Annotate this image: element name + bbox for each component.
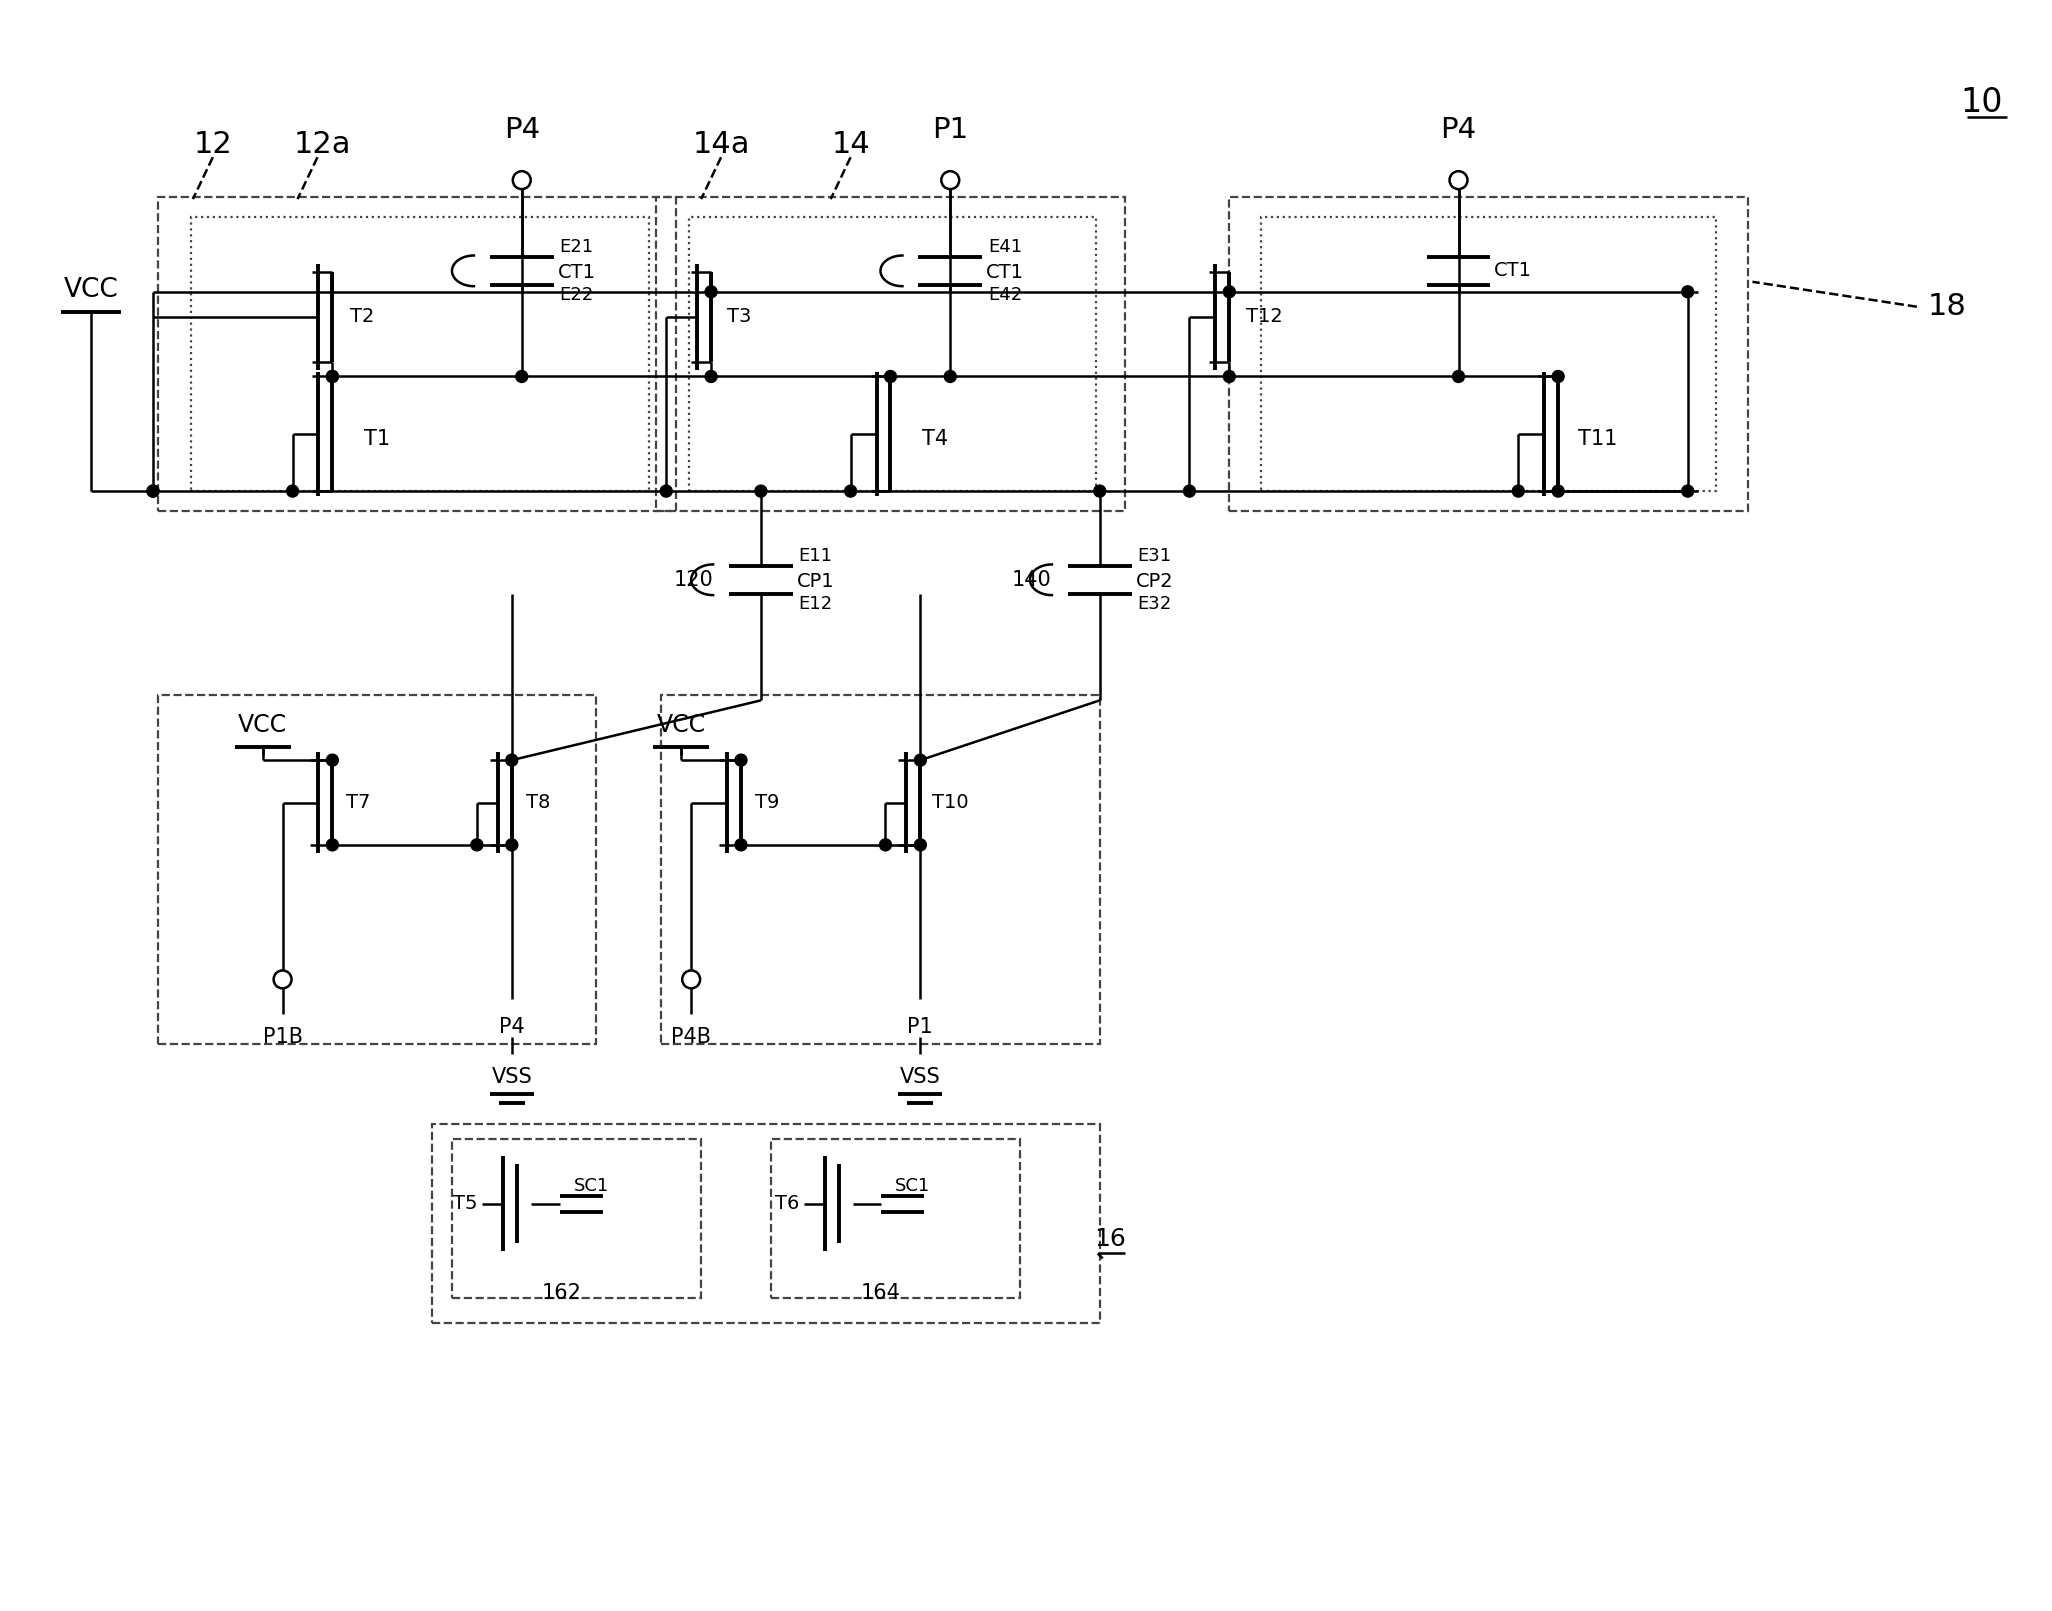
Circle shape <box>1223 371 1235 382</box>
Circle shape <box>845 485 856 498</box>
Circle shape <box>470 839 482 851</box>
Text: 14a: 14a <box>692 130 749 159</box>
Circle shape <box>1223 285 1235 298</box>
Bar <box>433 1124 1100 1323</box>
Circle shape <box>755 485 767 498</box>
Text: T4: T4 <box>921 429 948 449</box>
Text: CT1: CT1 <box>558 263 595 282</box>
Text: P1B: P1B <box>263 1028 302 1047</box>
Text: T6: T6 <box>776 1194 798 1213</box>
Circle shape <box>915 754 925 767</box>
Text: P4: P4 <box>499 1017 525 1037</box>
Circle shape <box>326 754 339 767</box>
Bar <box>1229 197 1748 511</box>
Circle shape <box>944 371 956 382</box>
Bar <box>191 217 648 491</box>
Circle shape <box>1449 171 1467 188</box>
Circle shape <box>735 839 747 851</box>
Text: T1: T1 <box>363 429 390 449</box>
Text: E42: E42 <box>987 285 1022 304</box>
Circle shape <box>287 485 298 498</box>
Circle shape <box>681 970 700 989</box>
Text: 12a: 12a <box>293 130 351 159</box>
Text: P1: P1 <box>907 1017 934 1037</box>
Text: E41: E41 <box>987 238 1022 256</box>
Bar <box>661 696 1100 1044</box>
Circle shape <box>706 285 716 298</box>
Circle shape <box>148 485 158 498</box>
Text: P4B: P4B <box>671 1028 712 1047</box>
Text: 120: 120 <box>673 570 712 590</box>
Text: VCC: VCC <box>64 277 119 303</box>
Text: T9: T9 <box>755 793 780 812</box>
Text: E31: E31 <box>1137 546 1172 565</box>
Bar <box>1262 217 1715 491</box>
Text: 12: 12 <box>193 130 232 159</box>
Bar <box>158 696 597 1044</box>
Text: E22: E22 <box>560 285 593 304</box>
Text: VCC: VCC <box>657 714 706 738</box>
Text: T10: T10 <box>932 793 969 812</box>
Text: 162: 162 <box>542 1284 581 1303</box>
Text: E21: E21 <box>560 238 593 256</box>
Bar <box>657 197 1124 511</box>
Circle shape <box>513 171 531 188</box>
Bar <box>451 1139 702 1298</box>
Text: 18: 18 <box>1927 292 1966 321</box>
Circle shape <box>661 485 673 498</box>
Text: E11: E11 <box>798 546 833 565</box>
Circle shape <box>1453 371 1465 382</box>
Circle shape <box>884 371 897 382</box>
Circle shape <box>515 371 527 382</box>
Circle shape <box>505 839 517 851</box>
Text: VSS: VSS <box>490 1066 531 1087</box>
Bar <box>158 197 677 511</box>
Circle shape <box>1551 485 1564 498</box>
Circle shape <box>1094 485 1106 498</box>
Circle shape <box>1512 485 1525 498</box>
Circle shape <box>915 839 925 851</box>
Text: SC1: SC1 <box>895 1176 930 1195</box>
Text: P4: P4 <box>1441 116 1477 145</box>
Circle shape <box>706 371 716 382</box>
Circle shape <box>735 754 747 767</box>
Circle shape <box>326 839 339 851</box>
Circle shape <box>942 171 958 188</box>
Circle shape <box>880 839 891 851</box>
Circle shape <box>1184 485 1196 498</box>
Circle shape <box>1551 371 1564 382</box>
Text: T5: T5 <box>453 1194 478 1213</box>
Text: CT1: CT1 <box>987 263 1024 282</box>
Circle shape <box>148 485 158 498</box>
Text: VSS: VSS <box>901 1066 940 1087</box>
Text: CP1: CP1 <box>796 572 835 591</box>
Circle shape <box>326 371 339 382</box>
Text: VCC: VCC <box>238 714 287 738</box>
Text: E32: E32 <box>1137 594 1172 612</box>
Text: T7: T7 <box>347 793 371 812</box>
Circle shape <box>273 970 291 989</box>
Text: T2: T2 <box>351 308 373 325</box>
Text: P4: P4 <box>503 116 540 145</box>
Text: CP2: CP2 <box>1135 572 1174 591</box>
Text: 10: 10 <box>1960 85 2003 119</box>
Circle shape <box>505 754 517 767</box>
Text: T12: T12 <box>1246 308 1282 325</box>
Text: SC1: SC1 <box>575 1176 609 1195</box>
Text: E12: E12 <box>798 594 833 612</box>
Text: 16: 16 <box>1094 1226 1127 1250</box>
Circle shape <box>1683 285 1693 298</box>
Text: T3: T3 <box>726 308 751 325</box>
Text: P1: P1 <box>932 116 969 145</box>
Text: 14: 14 <box>831 130 870 159</box>
Text: T8: T8 <box>525 793 550 812</box>
Bar <box>689 217 1096 491</box>
Text: CT1: CT1 <box>1494 261 1533 280</box>
Text: 164: 164 <box>860 1284 901 1303</box>
Circle shape <box>1683 485 1693 498</box>
Text: 140: 140 <box>1012 570 1053 590</box>
Text: T11: T11 <box>1578 429 1617 449</box>
Circle shape <box>326 371 339 382</box>
Bar <box>772 1139 1020 1298</box>
